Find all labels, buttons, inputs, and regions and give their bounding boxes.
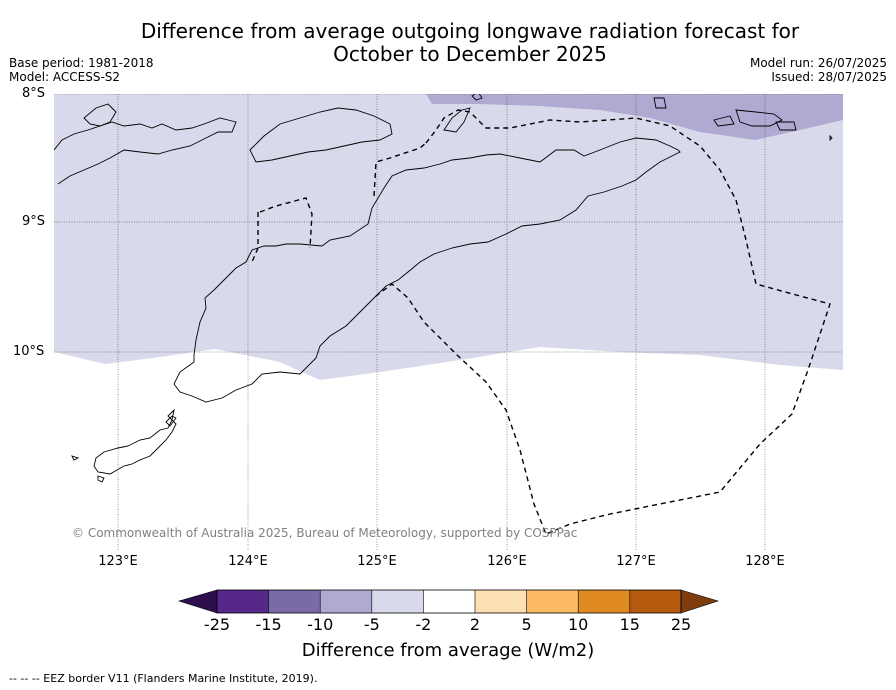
coastlines	[54, 94, 833, 483]
chart-title: Difference from average outgoing longwav…	[90, 20, 850, 66]
lon-label-128e: 128°E	[745, 554, 785, 569]
semau-coastline	[165, 415, 177, 427]
colorbar-segment-1	[217, 590, 269, 613]
base-period: Base period: 1981-2018	[9, 56, 154, 70]
anomaly-region-medium	[426, 94, 843, 140]
lat-label-8s: 8°S	[22, 86, 46, 101]
colorbar-min-arrow	[177, 589, 218, 614]
colorbar-segment-7	[526, 590, 579, 613]
title-line-1: Difference from average outgoing longwav…	[140, 19, 800, 43]
lat-label-10s: 10°S	[13, 344, 45, 359]
colorbar-tick: -5	[363, 615, 380, 634]
lon-label-125e: 125°E	[357, 554, 397, 569]
issued-date: Issued: 28/07/2025	[771, 70, 887, 84]
colorbar-tick: -25	[203, 615, 231, 634]
colorbar-tick: 15	[619, 615, 640, 634]
colorbar-tick: -15	[255, 615, 282, 634]
model-run: Model run: 26/07/2025	[749, 56, 887, 70]
colorbar-tick: 2	[469, 615, 481, 634]
model-name: Model: ACCESS-S2	[9, 70, 121, 84]
colorbar-segment-2	[268, 590, 321, 613]
colorbar-tick: 5	[521, 615, 532, 634]
colorbar-segment-4	[371, 590, 424, 613]
colorbar-label: Difference from average (W/m2)	[301, 640, 595, 661]
colorbar-segment-8	[578, 590, 630, 613]
lon-label-123e: 123°E	[98, 554, 138, 569]
lon-label-126e: 126°E	[487, 554, 527, 569]
metadata-right: Model run: 26/07/2025 Issued: 28/07/2025	[750, 56, 887, 84]
rote-coastline	[93, 408, 177, 475]
title-line-2: October to December 2025	[333, 42, 607, 66]
colorbar-segment-5	[423, 590, 475, 613]
colorbar-max-arrow	[680, 589, 720, 614]
metadata-left: Base period: 1981-2018 Model: ACCESS-S2	[9, 56, 154, 84]
colorbar-segment-3	[320, 590, 372, 613]
lon-label-124e: 124°E	[228, 554, 268, 569]
eez-legend-note: -- -- -- EEZ border V11 (Flanders Marine…	[9, 672, 318, 685]
eez-border	[251, 109, 831, 535]
colorbar-tick: -2	[415, 615, 432, 634]
anomaly-region-light	[54, 94, 843, 380]
gridlines	[54, 94, 843, 550]
colorbar-segment-6	[475, 590, 527, 613]
lon-label-127e: 127°E	[616, 554, 656, 569]
lat-label-9s: 9°S	[22, 214, 46, 229]
copyright-notice: © Commonwealth of Australia 2025, Bureau…	[72, 526, 578, 540]
colorbar-tick: 10	[568, 615, 589, 634]
colorbar	[177, 589, 720, 614]
timor-coastline	[173, 137, 681, 403]
colorbar-tick: 25	[670, 615, 692, 634]
colorbar-tick: -10	[307, 615, 334, 634]
colorbar-segment-9	[629, 590, 682, 613]
